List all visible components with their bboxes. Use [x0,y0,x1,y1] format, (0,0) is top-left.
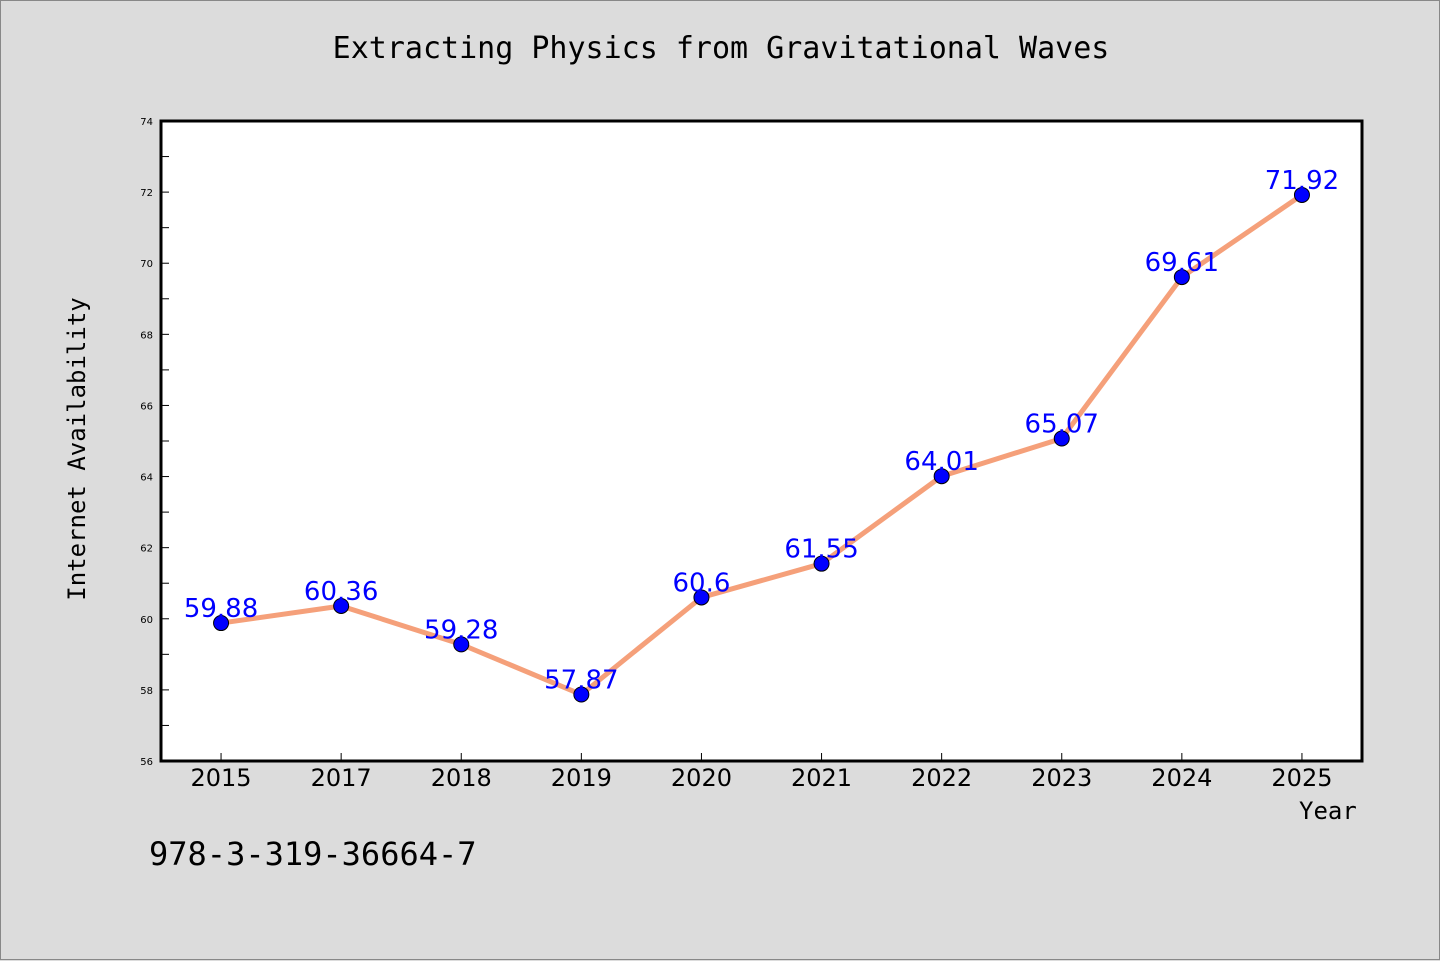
data-point [573,686,590,703]
x-tick-label: 2019 [551,764,612,792]
data-label: 69.61 [1145,248,1219,278]
isbn-text: 978-3-319-36664-7 [149,835,477,873]
x-tick-label: 2021 [791,764,852,792]
x-tick-label: 2018 [431,764,492,792]
data-point [453,636,470,653]
series-group: 59.88 60.36 59.28 57.87 60.6 61.55 64.01 65.07 6… [184,166,1339,703]
x-tick-label: 2015 [191,764,252,792]
x-tick-label: 2025 [1271,764,1332,792]
data-label: 57.87 [544,666,618,696]
data-point [693,589,710,606]
data-label: 59.88 [184,594,258,624]
data-point [813,555,830,572]
y-axis-ticks: 56 58 60 62 64 66 68 70 72 74 [140,117,169,768]
data-point [333,597,350,614]
y-tick-label: 64 [140,473,153,484]
y-tick-label: 56 [140,757,153,768]
chart-title: Extracting Physics from Gravitational Wa… [332,31,1110,66]
x-tick-label: 2017 [311,764,372,792]
data-point [1173,269,1190,286]
data-label: 64.01 [904,447,978,477]
data-point [1053,430,1070,447]
data-label: 65.07 [1025,410,1099,440]
x-tick-label: 2023 [1031,764,1092,792]
y-tick-label: 58 [140,686,153,697]
plot-frame [159,119,1364,763]
x-tick-label: 2024 [1151,764,1212,792]
data-label: 60.6 [673,568,731,598]
y-tick-label: 62 [140,544,153,555]
data-label: 61.55 [784,535,858,565]
series-line [218,192,1305,698]
y-tick-label: 70 [140,259,153,270]
y-tick-label: 60 [140,615,153,626]
y-tick-label: 72 [140,188,153,199]
y-tick-label: 66 [140,401,153,412]
data-point [1293,186,1310,203]
x-axis-label: Year [1299,797,1357,825]
data-label: 60.36 [304,577,378,607]
data-label: 71.92 [1265,166,1339,196]
x-axis-ticks: 2015 2017 2018 2019 2020 2021 2022 2023 2024 2025 [191,753,1332,792]
plot-area [161,121,1362,761]
data-point [933,468,950,485]
y-tick-label: 74 [140,117,153,128]
x-tick-label: 2022 [911,764,972,792]
data-point [213,615,230,632]
y-tick-label: 68 [140,330,153,341]
data-label: 59.28 [424,615,498,645]
x-tick-label: 2020 [671,764,732,792]
